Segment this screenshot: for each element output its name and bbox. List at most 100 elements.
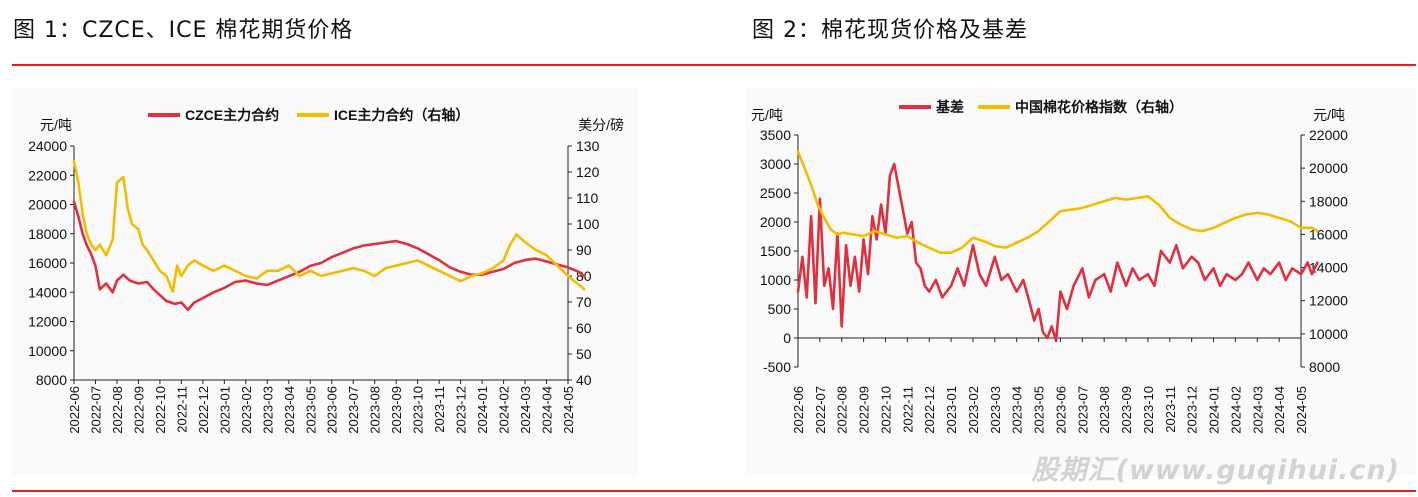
x-tick-label: 2024-03 bbox=[518, 386, 533, 434]
x-tick-label: 2023-06 bbox=[325, 386, 340, 434]
right-tick-label: 50 bbox=[576, 346, 592, 362]
right-axis-unit: 美分/磅 bbox=[578, 117, 624, 133]
x-tick-label: 2023-03 bbox=[260, 386, 275, 434]
right-tick-label: 10000 bbox=[1309, 326, 1348, 342]
x-tick-label: 2023-04 bbox=[1010, 386, 1025, 434]
x-tick-label: 2023-07 bbox=[1075, 386, 1090, 434]
x-tick-label: 2024-05 bbox=[561, 386, 576, 434]
left-tick-label: 2500 bbox=[760, 185, 791, 201]
x-tick-label: 2022-09 bbox=[131, 386, 146, 434]
x-tick-label: 2024-01 bbox=[1207, 386, 1222, 434]
right-tick-label: 60 bbox=[576, 320, 592, 336]
left-tick-label: 20000 bbox=[28, 197, 67, 213]
right-tick-label: 130 bbox=[576, 138, 600, 154]
series-line-1 bbox=[796, 162, 1319, 343]
chart-panel-1: 8000 10000 12000 14000 16000 18000 20000 22000 2… bbox=[12, 88, 638, 476]
right-tick-label: 16000 bbox=[1309, 226, 1348, 242]
x-tick-label: 2023-12 bbox=[1185, 386, 1200, 434]
right-tick-label: 8000 bbox=[1309, 359, 1340, 375]
right-tick-label: 110 bbox=[576, 190, 599, 206]
x-tick-label: 2023-12 bbox=[454, 386, 469, 434]
left-tick-label: 1000 bbox=[760, 272, 791, 288]
right-tick-label: 120 bbox=[576, 164, 600, 180]
x-tick-label: 2022-06 bbox=[791, 386, 806, 434]
x-tick-label: 2023-05 bbox=[303, 386, 318, 434]
x-tick-label: 2022-12 bbox=[196, 386, 211, 434]
x-tick-label: 2023-02 bbox=[966, 386, 981, 434]
series-line-2 bbox=[72, 160, 586, 293]
x-tick-label: 2022-12 bbox=[922, 386, 937, 434]
x-tick-label: 2024-04 bbox=[1272, 386, 1287, 434]
bottom-divider bbox=[12, 490, 1416, 492]
x-tick-label: 2023-07 bbox=[346, 386, 361, 434]
left-tick-label: 0 bbox=[783, 330, 791, 346]
x-tick-label: 2023-03 bbox=[988, 386, 1003, 434]
figure-2-title: 图 2：棉花现货价格及基差 bbox=[752, 18, 1028, 43]
series-line-2 bbox=[796, 150, 1319, 254]
right-tick-label: 40 bbox=[576, 372, 592, 388]
right-tick-label: 70 bbox=[576, 294, 592, 310]
figure-1-title: 图 1：CZCE、ICE 棉花期货价格 bbox=[13, 18, 354, 43]
x-tick-label: 2022-08 bbox=[110, 386, 125, 434]
x-tick-label: 2023-08 bbox=[1097, 386, 1112, 434]
chart-1: 8000 10000 12000 14000 16000 18000 20000 22000 2… bbox=[28, 107, 624, 434]
x-tick-label: 2024-02 bbox=[1228, 386, 1243, 434]
left-tick-label: 500 bbox=[768, 301, 792, 317]
x-tick-label: 2023-09 bbox=[1119, 386, 1134, 434]
x-tick-label: 2022-08 bbox=[835, 386, 850, 434]
x-tick-label: 2022-07 bbox=[88, 386, 103, 434]
right-tick-label: 100 bbox=[576, 216, 600, 232]
x-tick-label: 2023-06 bbox=[1053, 386, 1068, 434]
x-tick-label: 2022-10 bbox=[153, 386, 168, 434]
legend-label-1: CZCE主力合约 bbox=[185, 107, 279, 123]
left-tick-label: 2000 bbox=[760, 214, 791, 230]
left-tick-label: 22000 bbox=[28, 167, 67, 183]
left-tick-label: 14000 bbox=[28, 284, 67, 300]
right-tick-label: 14000 bbox=[1309, 260, 1348, 276]
right-tick-label: 18000 bbox=[1309, 193, 1348, 209]
left-tick-label: -500 bbox=[763, 359, 791, 375]
legend-label-1: 基差 bbox=[936, 99, 964, 115]
x-tick-label: 2022-07 bbox=[813, 386, 828, 434]
left-axis-unit: 元/吨 bbox=[40, 117, 72, 133]
chart-panel-2: -500 0 500 1000 1500 2000 2500 3000 3500 8000 1000… bbox=[745, 88, 1416, 476]
x-tick-label: 2023-11 bbox=[432, 386, 447, 433]
x-tick-label: 2023-10 bbox=[1141, 386, 1156, 434]
left-axis-unit: 元/吨 bbox=[751, 107, 783, 123]
left-tick-label: 1500 bbox=[760, 243, 791, 259]
x-tick-label: 2023-01 bbox=[217, 386, 232, 434]
x-tick-label: 2022-06 bbox=[67, 386, 82, 434]
x-tick-label: 2023-01 bbox=[944, 386, 959, 434]
x-tick-label: 2023-02 bbox=[239, 386, 254, 434]
x-tick-label: 2022-10 bbox=[878, 386, 893, 434]
right-tick-label: 12000 bbox=[1309, 293, 1348, 309]
left-tick-label: 3500 bbox=[760, 127, 791, 143]
x-tick-label: 2023-10 bbox=[411, 386, 426, 434]
chart-2: -500 0 500 1000 1500 2000 2500 3000 3500 8000 1000… bbox=[751, 99, 1348, 434]
left-tick-label: 8000 bbox=[36, 372, 67, 388]
right-tick-label: 22000 bbox=[1309, 127, 1348, 143]
series-line-1 bbox=[72, 200, 586, 312]
x-tick-label: 2024-05 bbox=[1294, 386, 1309, 434]
left-tick-label: 12000 bbox=[28, 314, 67, 330]
x-tick-label: 2022-09 bbox=[857, 386, 872, 434]
x-tick-label: 2023-09 bbox=[389, 386, 404, 434]
x-tick-label: 2024-04 bbox=[540, 386, 555, 434]
right-axis-unit: 元/吨 bbox=[1313, 107, 1345, 123]
x-tick-label: 2024-03 bbox=[1250, 386, 1265, 434]
x-tick-label: 2024-02 bbox=[497, 386, 512, 434]
watermark: 股期汇(www.guqihui.cn) bbox=[1031, 455, 1400, 486]
legend-label-2: ICE主力合约（右轴） bbox=[334, 107, 469, 123]
legend-label-2: 中国棉花价格指数（右轴） bbox=[1015, 99, 1183, 115]
left-tick-label: 10000 bbox=[28, 343, 67, 359]
x-tick-label: 2024-01 bbox=[475, 386, 490, 434]
x-tick-label: 2022-11 bbox=[174, 386, 189, 433]
x-tick-label: 2023-05 bbox=[1032, 386, 1047, 434]
x-tick-label: 2023-08 bbox=[368, 386, 383, 434]
x-tick-label: 2023-11 bbox=[1163, 386, 1178, 433]
top-divider bbox=[12, 64, 1416, 66]
right-tick-label: 90 bbox=[576, 242, 592, 258]
x-tick-label: 2023-04 bbox=[282, 386, 297, 434]
left-tick-label: 18000 bbox=[28, 226, 67, 242]
x-tick-label: 2022-11 bbox=[900, 386, 915, 433]
